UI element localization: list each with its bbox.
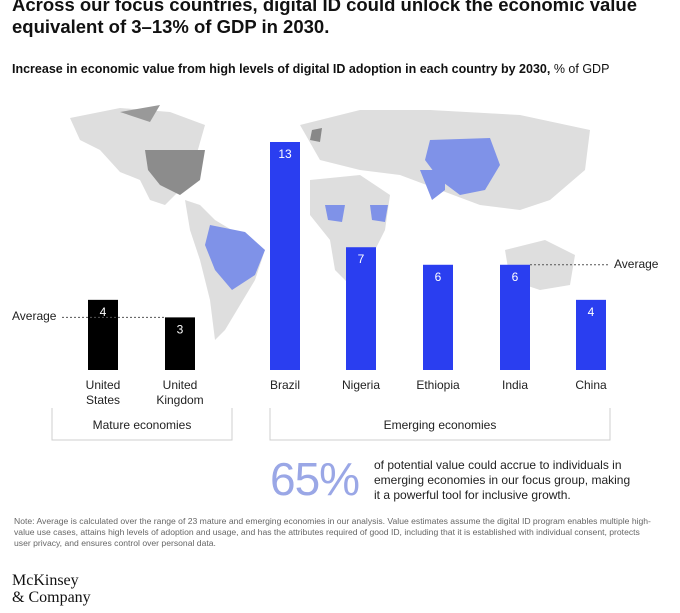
bar — [423, 264, 453, 370]
x-tick-label: India — [501, 378, 529, 392]
group-label: Mature economies — [92, 418, 192, 432]
subtitle-unit: % of GDP — [553, 62, 610, 76]
stat-number: 65% — [270, 453, 360, 505]
group-bracket — [51, 408, 233, 441]
chart-title: Across our focus countries, digital ID c… — [12, 0, 638, 37]
logo-line: McKinsey — [12, 572, 79, 589]
group-bracket — [269, 408, 611, 441]
value-label: 4 — [100, 305, 107, 319]
x-tick-label: United States — [85, 378, 121, 407]
bar — [270, 142, 300, 370]
x-tick-label: Nigeria — [341, 378, 380, 392]
value-label: 7 — [358, 252, 365, 266]
average-label: Average — [12, 309, 57, 324]
value-label: 6 — [512, 270, 519, 284]
group-label: Emerging economies — [383, 418, 497, 432]
bar — [88, 299, 118, 370]
average-label: Average — [614, 256, 659, 271]
bar — [346, 247, 376, 370]
bar — [165, 317, 195, 370]
subtitle: Increase in economic value from high lev… — [12, 62, 672, 76]
bar — [576, 299, 606, 370]
value-label: 6 — [435, 270, 442, 284]
stat-text: of potential value could accrue to indiv… — [374, 458, 631, 502]
note: Note: Average is calculated over the ran… — [14, 516, 651, 548]
logo: McKinsey & Company — [12, 572, 91, 606]
x-tick-label: United Kingdom — [156, 378, 204, 407]
value-label: 4 — [588, 305, 595, 319]
subtitle-text: Increase in economic value from high lev… — [12, 62, 551, 76]
x-tick-label: China — [575, 378, 607, 392]
value-label: 3 — [177, 322, 184, 336]
x-tick-label: Brazil — [269, 378, 300, 392]
bar — [500, 264, 530, 370]
x-tick-label: Ethiopia — [416, 378, 460, 392]
value-label: 13 — [278, 147, 292, 161]
logo-line: & Company — [12, 589, 91, 606]
